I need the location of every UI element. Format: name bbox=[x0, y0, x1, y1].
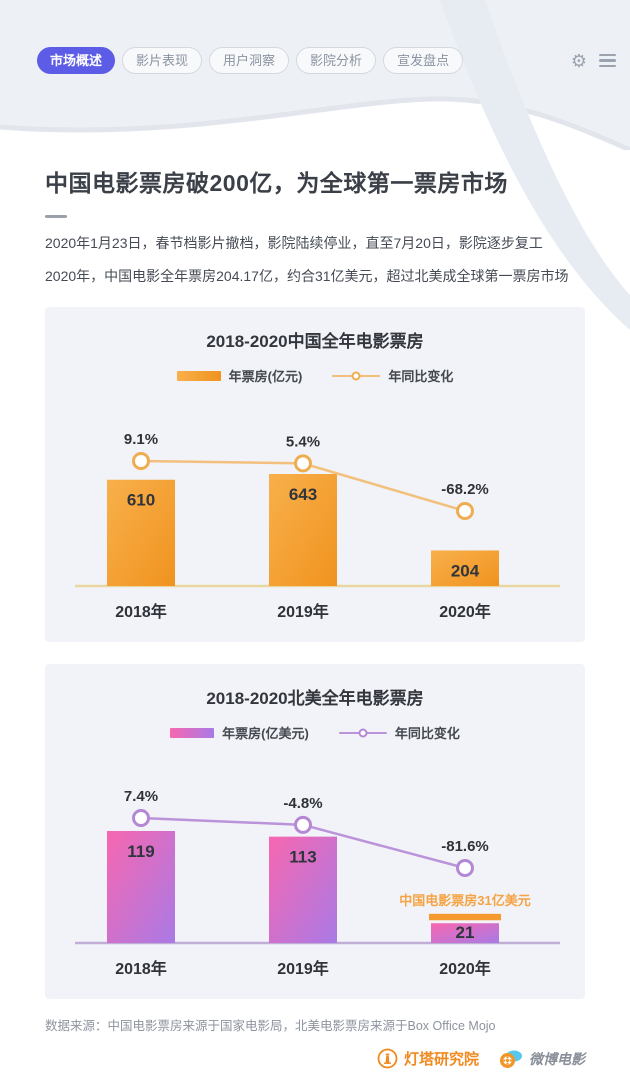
legend-item-bar: 年票房(亿美元) bbox=[170, 723, 309, 742]
legend-item-bar: 年票房(亿元) bbox=[176, 366, 303, 385]
dengta-logo-text: 灯塔研究院 bbox=[403, 1051, 479, 1069]
weibo-movie-icon bbox=[500, 1050, 522, 1068]
svg-text:5.4%: 5.4% bbox=[286, 434, 320, 451]
svg-text:-68.2%: -68.2% bbox=[441, 481, 489, 498]
svg-text:2020年: 2020年 bbox=[439, 959, 491, 978]
tab-promotion-review[interactable]: 宣发盘点 bbox=[383, 47, 464, 74]
legend-label: 年票房(亿美元) bbox=[222, 726, 309, 742]
header-wave-background bbox=[0, 0, 630, 150]
svg-text:204: 204 bbox=[451, 562, 480, 581]
china-annual-box-office-card: 2018-2020中国全年电影票房 年票房(亿元) 年同比变化 610 2018年… bbox=[45, 307, 585, 643]
svg-text:-4.8%: -4.8% bbox=[283, 795, 322, 812]
legend-label: 年同比变化 bbox=[394, 726, 460, 742]
legend-item-line: 年同比变化 bbox=[338, 723, 460, 742]
legend-item-line: 年同比变化 bbox=[332, 366, 453, 385]
tab-market-overview[interactable]: 市场概述 bbox=[37, 47, 116, 74]
gear-icon[interactable]: ⚙ bbox=[570, 50, 587, 71]
svg-text:7.4%: 7.4% bbox=[124, 788, 158, 805]
tab-user-insight[interactable]: 用户洞察 bbox=[209, 47, 290, 74]
svg-text:2020年: 2020年 bbox=[439, 602, 491, 621]
tab-bar: 市场概述 影片表现 用户洞察 影院分析 宣发盘点 bbox=[37, 47, 464, 74]
svg-text:-81.6%: -81.6% bbox=[441, 838, 489, 855]
bar-swatch-icon bbox=[176, 370, 221, 381]
chart-title: 2018-2020中国全年电影票房 bbox=[206, 332, 424, 352]
chart-title: 2018-2020北美全年电影票房 bbox=[206, 689, 424, 709]
legend-label: 年同比变化 bbox=[388, 369, 454, 385]
svg-text:2019年: 2019年 bbox=[277, 602, 329, 621]
tabs-row: 市场概述 影片表现 用户洞察 影院分析 宣发盘点 ⚙ bbox=[37, 47, 616, 74]
north-america-box-office-chart: 119 2018年 113 2019年 21 2020年 中国电影票房31亿美元 7.4% -4… bbox=[65, 748, 565, 993]
data-source-note: 数据来源：中国电影票房来源于国家电影局，北美电影票房来源于Box Office … bbox=[45, 1019, 496, 1034]
main-content: 中国电影票房破200亿，为全球第一票房市场 2020年1月23日，春节档影片撤档… bbox=[0, 164, 630, 1069]
chart-legend: 年票房(亿美元) 年同比变化 bbox=[65, 723, 565, 742]
svg-text:2018年: 2018年 bbox=[115, 959, 167, 978]
dengta-logo: 灯塔研究院 bbox=[377, 1048, 479, 1069]
svg-text:21: 21 bbox=[456, 924, 475, 943]
svg-text:610: 610 bbox=[127, 491, 155, 510]
bar-swatch-icon bbox=[170, 727, 215, 738]
title-dash-divider bbox=[45, 215, 67, 218]
svg-text:2019年: 2019年 bbox=[277, 959, 329, 978]
chart-legend: 年票房(亿元) 年同比变化 bbox=[65, 366, 565, 385]
weibo-movie-logo: 微博电影 bbox=[499, 1049, 585, 1069]
tab-cinema-analysis[interactable]: 影院分析 bbox=[296, 47, 377, 74]
page-title: 中国电影票房破200亿，为全球第一票房市场 bbox=[45, 170, 508, 196]
svg-text:643: 643 bbox=[289, 485, 317, 504]
svg-text:9.1%: 9.1% bbox=[124, 431, 158, 448]
legend-label: 年票房(亿元) bbox=[228, 369, 303, 385]
brand-logos: 灯塔研究院 微博电影 bbox=[45, 1048, 585, 1069]
north-america-annual-box-office-card: 2018-2020北美全年电影票房 年票房(亿美元) 年同比变化 119 2018… bbox=[45, 664, 585, 1000]
svg-text:2018年: 2018年 bbox=[115, 602, 167, 621]
tab-film-performance[interactable]: 影片表现 bbox=[122, 47, 203, 74]
china-box-office-chart: 610 2018年 643 2019年 204 2020年 9.1% 5.4% -68.2% bbox=[65, 391, 565, 636]
intro-paragraph-2: 2020年，中国电影全年票房204.17亿，约合31亿美元，超过北美成全球第一票… bbox=[45, 267, 569, 284]
intro-paragraph-1: 2020年1月23日，春节档影片撤档，影院陆续停业，直至7月20日，影院逐步复工 bbox=[45, 235, 543, 251]
header-icons: ⚙ bbox=[571, 52, 616, 70]
line-swatch-icon bbox=[332, 371, 381, 381]
line-swatch-icon bbox=[338, 728, 387, 738]
svg-text:中国电影票房31亿美元: 中国电影票房31亿美元 bbox=[399, 893, 530, 908]
menu-icon[interactable] bbox=[599, 53, 616, 68]
svg-text:119: 119 bbox=[127, 842, 154, 861]
header: 市场概述 影片表现 用户洞察 影院分析 宣发盘点 ⚙ bbox=[0, 0, 630, 330]
weibo-movie-logo-text: 微博电影 bbox=[529, 1050, 585, 1067]
svg-text:113: 113 bbox=[289, 848, 316, 867]
lighthouse-icon bbox=[377, 1048, 398, 1069]
